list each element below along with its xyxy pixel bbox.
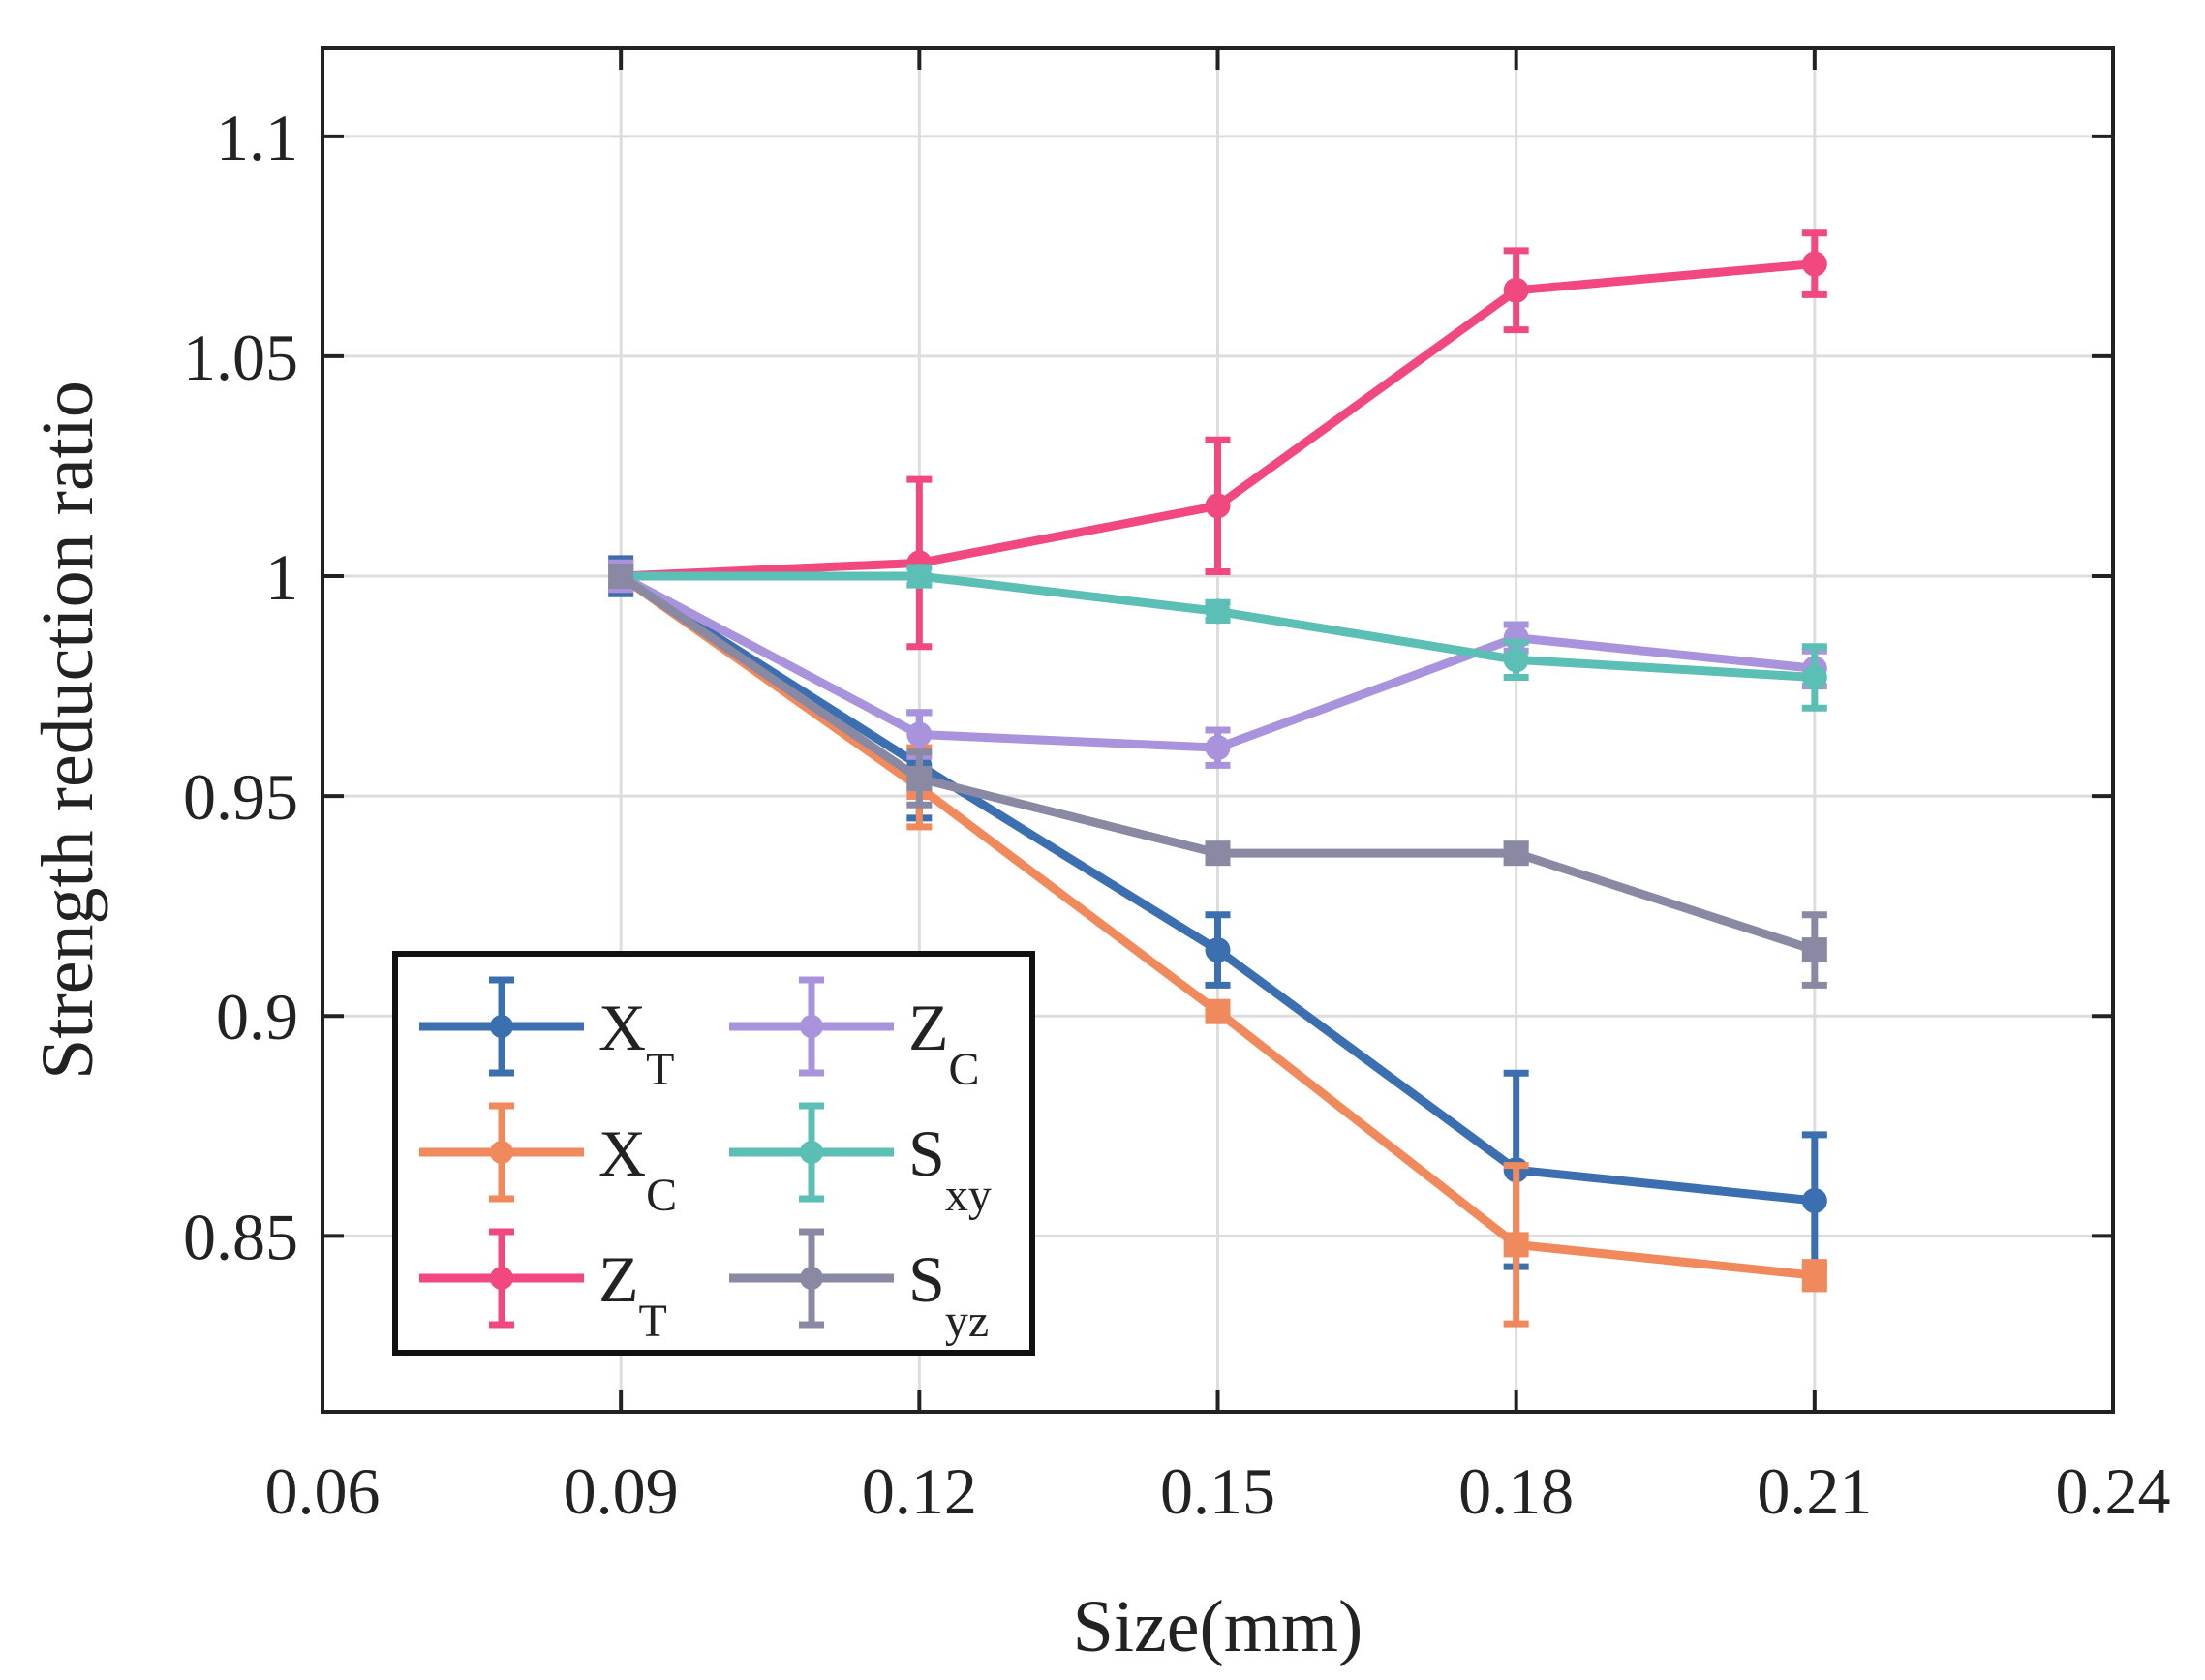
legend-entry-S_yz: Syz	[729, 1228, 989, 1347]
axis-ticks	[321, 48, 2115, 1412]
series-layer	[608, 229, 1827, 1328]
legend-label: Sxy	[908, 1116, 992, 1221]
legend-marker	[490, 1267, 513, 1290]
x-tick-label: 0.21	[1757, 1454, 1872, 1528]
legend-entry-X_C: XC	[419, 1102, 677, 1221]
legend-label-subscript: C	[646, 1170, 677, 1221]
data-point	[1503, 1232, 1529, 1258]
x-tick-label: 0.06	[265, 1454, 381, 1528]
data-point	[906, 564, 933, 590]
legend-label: Syz	[908, 1242, 989, 1347]
y-axis-title: Strength reduction ratio	[27, 381, 108, 1080]
y-tick-label: 0.85	[183, 1200, 298, 1273]
data-point	[1801, 664, 1827, 690]
data-point	[1205, 493, 1231, 519]
legend-entry-S_xy: Sxy	[729, 1102, 992, 1221]
data-point	[906, 721, 933, 748]
tick-labels: 0.06 0.09 0.12 0.15 0.18 0.21 0.24 0.85 0.9 0.95 1…	[183, 101, 2171, 1528]
data-point	[1801, 1263, 1827, 1289]
legend-label-main: X	[598, 1116, 646, 1190]
y-tick-label: 1.1	[216, 101, 298, 174]
x-tick-label: 0.09	[564, 1454, 679, 1528]
data-point	[1503, 647, 1529, 673]
y-tick-label: 0.9	[216, 980, 298, 1054]
data-point	[1801, 251, 1827, 277]
data-point	[1503, 277, 1529, 303]
data-point	[1205, 598, 1231, 625]
data-point	[1801, 1187, 1827, 1213]
data-point	[1205, 840, 1231, 867]
x-tick-label: 0.12	[862, 1454, 977, 1528]
data-point	[1205, 937, 1231, 963]
legend-marker	[490, 1141, 513, 1164]
legend-marker	[800, 1267, 823, 1290]
legend-label-main: X	[598, 991, 646, 1064]
legend-entry-Z_C: ZC	[729, 976, 980, 1095]
x-axis-title: Size(mm)	[1073, 1586, 1363, 1667]
x-tick-label: 0.18	[1458, 1454, 1574, 1528]
legend-label: ZC	[908, 991, 980, 1095]
legend-marker	[490, 1015, 513, 1038]
data-point	[1503, 840, 1529, 867]
legend-label-main: Z	[908, 991, 949, 1064]
legend-label: ZT	[598, 1242, 667, 1347]
legend-label-subscript: T	[646, 1044, 674, 1095]
legend-label-subscript: T	[639, 1296, 667, 1347]
legend-marker	[800, 1015, 823, 1038]
legend-label-main: S	[908, 1242, 945, 1316]
data-point	[608, 564, 634, 590]
x-tick-label: 0.24	[2056, 1454, 2171, 1528]
legend-marker	[800, 1141, 823, 1164]
y-tick-label: 1	[265, 540, 298, 614]
y-tick-label: 0.95	[183, 760, 298, 834]
data-point	[1205, 998, 1231, 1024]
data-point	[1205, 735, 1231, 761]
legend-entry-X_T: XT	[419, 976, 674, 1095]
legend-label-subscript: yz	[945, 1296, 989, 1347]
series-S_yz	[608, 564, 1827, 989]
legend-label-subscript: C	[949, 1044, 980, 1095]
x-tick-label: 0.15	[1160, 1454, 1275, 1528]
legend-label-main: S	[908, 1116, 945, 1190]
legend-label-subscript: xy	[945, 1170, 992, 1221]
data-point	[906, 765, 933, 791]
legend-label-main: Z	[598, 1242, 639, 1316]
legend-label: XT	[598, 991, 674, 1095]
data-point	[1801, 937, 1827, 963]
y-tick-label: 1.05	[183, 321, 298, 394]
legend-entry-Z_T: ZT	[419, 1228, 667, 1347]
legend-label: XC	[598, 1116, 677, 1221]
